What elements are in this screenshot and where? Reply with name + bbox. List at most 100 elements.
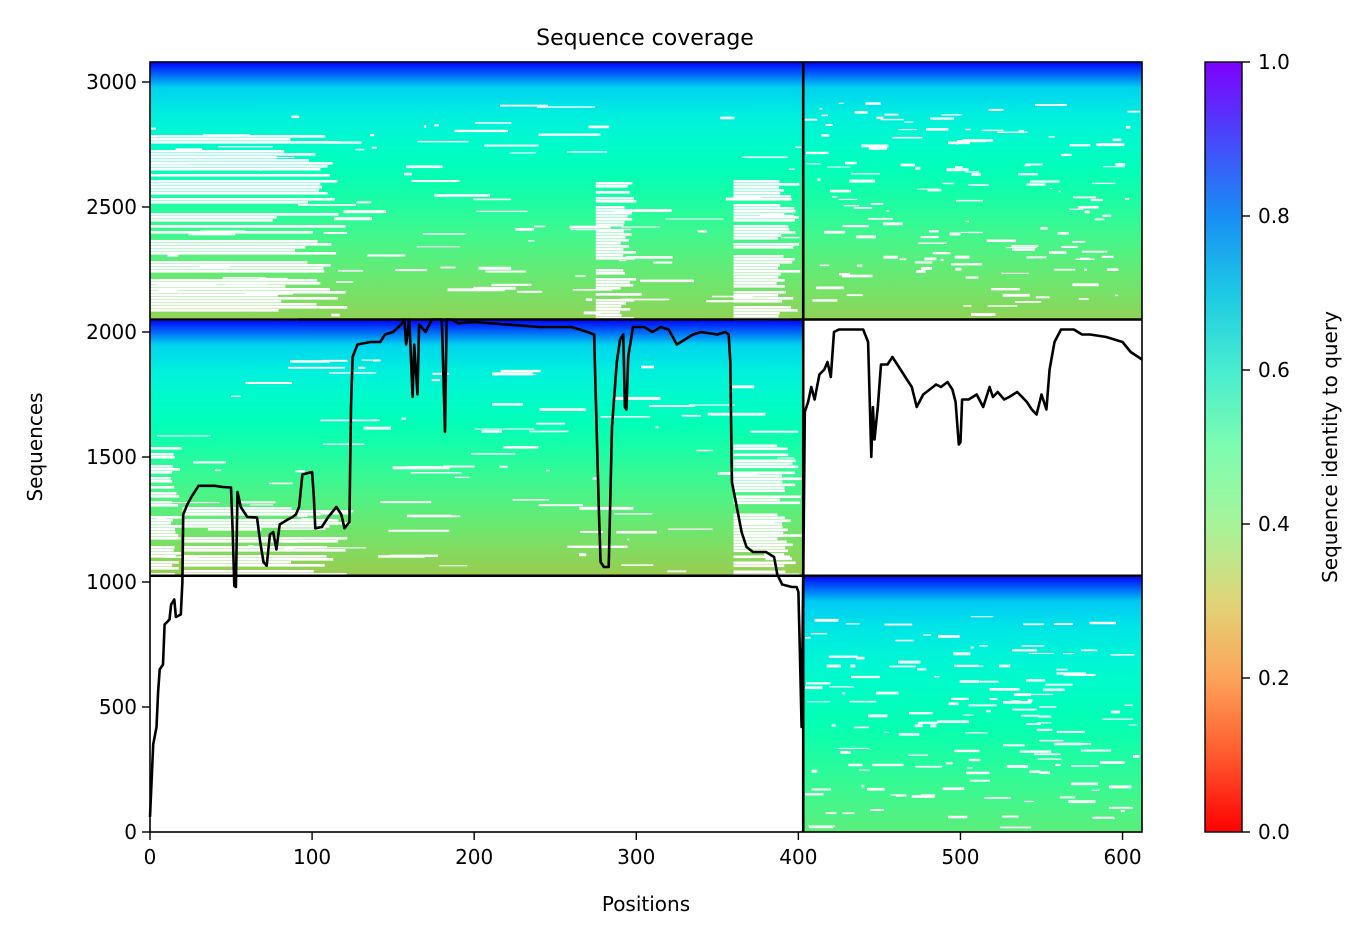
heatmap-gap [1039,739,1064,742]
heatmap-gap [1037,758,1062,760]
heatmap-gap [865,102,881,105]
heatmap-gap [595,242,621,245]
heatmap-gap [618,260,627,262]
heatmap-gap [1013,693,1031,697]
heatmap-gap [908,712,933,715]
heatmap-gap [1078,205,1099,209]
heatmap-gap [278,528,326,530]
heatmap-gap [979,645,988,647]
heatmap-gap [320,512,352,515]
heatmap-gap [150,480,173,483]
heatmap-gap [1029,180,1060,183]
heatmap-gap [908,754,928,756]
heatmap-gap [953,664,979,668]
heatmap-gap [763,553,785,557]
heatmap-gap [733,207,795,210]
heatmap-gap [499,465,508,468]
heatmap-gap [959,680,979,683]
heatmap-gap [916,270,926,273]
heatmap-gap [831,724,836,727]
heatmap-gap [595,281,630,284]
heatmap-gap [1034,104,1067,106]
heatmap-gap [649,405,695,408]
heatmap-gap [949,232,961,236]
heatmap-gap [1063,674,1096,677]
heatmap-gap [150,477,171,480]
heatmap-gap [150,159,309,162]
heatmap-gap [537,106,595,108]
heatmap-gap [999,826,1032,829]
heatmap-gap [150,486,175,489]
heatmap-gap [954,749,980,753]
heatmap-gap [733,279,785,282]
heatmap-gap [979,680,999,683]
heatmap-gap [182,573,347,576]
heatmap-gap [1006,765,1029,768]
heatmap-gap [941,114,963,116]
heatmap-gap [150,534,179,537]
heatmap-gap [484,144,539,147]
heatmap-gap [150,252,337,255]
heatmap-gap [534,225,546,228]
heatmap-gap [733,210,796,213]
heatmap-gap [914,724,923,728]
heatmap-gap [1037,722,1052,724]
heatmap-gap [1054,623,1073,626]
heatmap-gap [200,230,245,232]
heatmap-gap [932,251,951,255]
heatmap-gap [595,200,637,203]
heatmap-gap [150,150,285,153]
heatmap-gap [733,447,788,451]
heatmap-gap [150,537,181,540]
heatmap-gap [895,794,907,797]
heatmap-gap [335,281,354,283]
heatmap-gap [1057,232,1069,235]
heatmap-gap [841,274,873,278]
heatmap-gap [986,710,991,713]
heatmap-gap [733,522,783,526]
heatmap-gap [1072,240,1086,243]
heatmap-gap [287,366,345,369]
heatmap-gap [733,297,794,300]
heatmap-gap [595,248,624,251]
heatmap-gap [1012,649,1037,652]
colorbar: 0.0 0.2 0.4 0.6 0.8 1.0 Sequence identity to … [1204,50,1342,844]
heatmap-gap [954,255,970,259]
heatmap-gap [478,266,512,270]
heatmap-gap [150,279,318,282]
heatmap-gap [1054,742,1082,746]
heatmap-gap [1082,250,1108,253]
heatmap-gap [917,188,940,190]
heatmap-gap [807,701,831,703]
heatmap-gap [1014,300,1042,303]
heatmap-gap [1112,817,1115,819]
heatmap-gap [900,163,915,167]
heatmap-gap [150,189,319,192]
heatmap-gap [1027,699,1033,702]
heatmap-gap [845,623,860,625]
heatmap-gap [1048,251,1067,254]
heatmap-gap [182,513,321,516]
heatmap-gap [805,151,829,155]
heatmap-gap [954,166,963,169]
heatmap-gap [595,311,621,314]
heatmap-gap [707,412,766,416]
colorbar-tick-label: 0.6 [1258,358,1290,382]
heatmap-gap [150,555,176,558]
heatmap-gap [915,765,943,768]
heatmap-gap [1042,688,1065,692]
heatmap-gap [733,312,780,315]
heatmap-gap [1132,755,1140,758]
heatmap-gap [733,285,785,288]
heatmap-gap [1011,248,1035,251]
heatmap-gap [838,198,858,200]
heatmap-gap [619,292,642,296]
heatmap-gap [806,682,831,685]
heatmap-gap [1059,796,1076,799]
heatmap-gap [245,293,293,295]
heatmap-gap [595,191,630,194]
heatmap-gap [1025,163,1043,166]
heatmap-gap [940,258,944,262]
heatmap-gap [1062,653,1075,655]
heatmap-gap [1045,683,1073,686]
